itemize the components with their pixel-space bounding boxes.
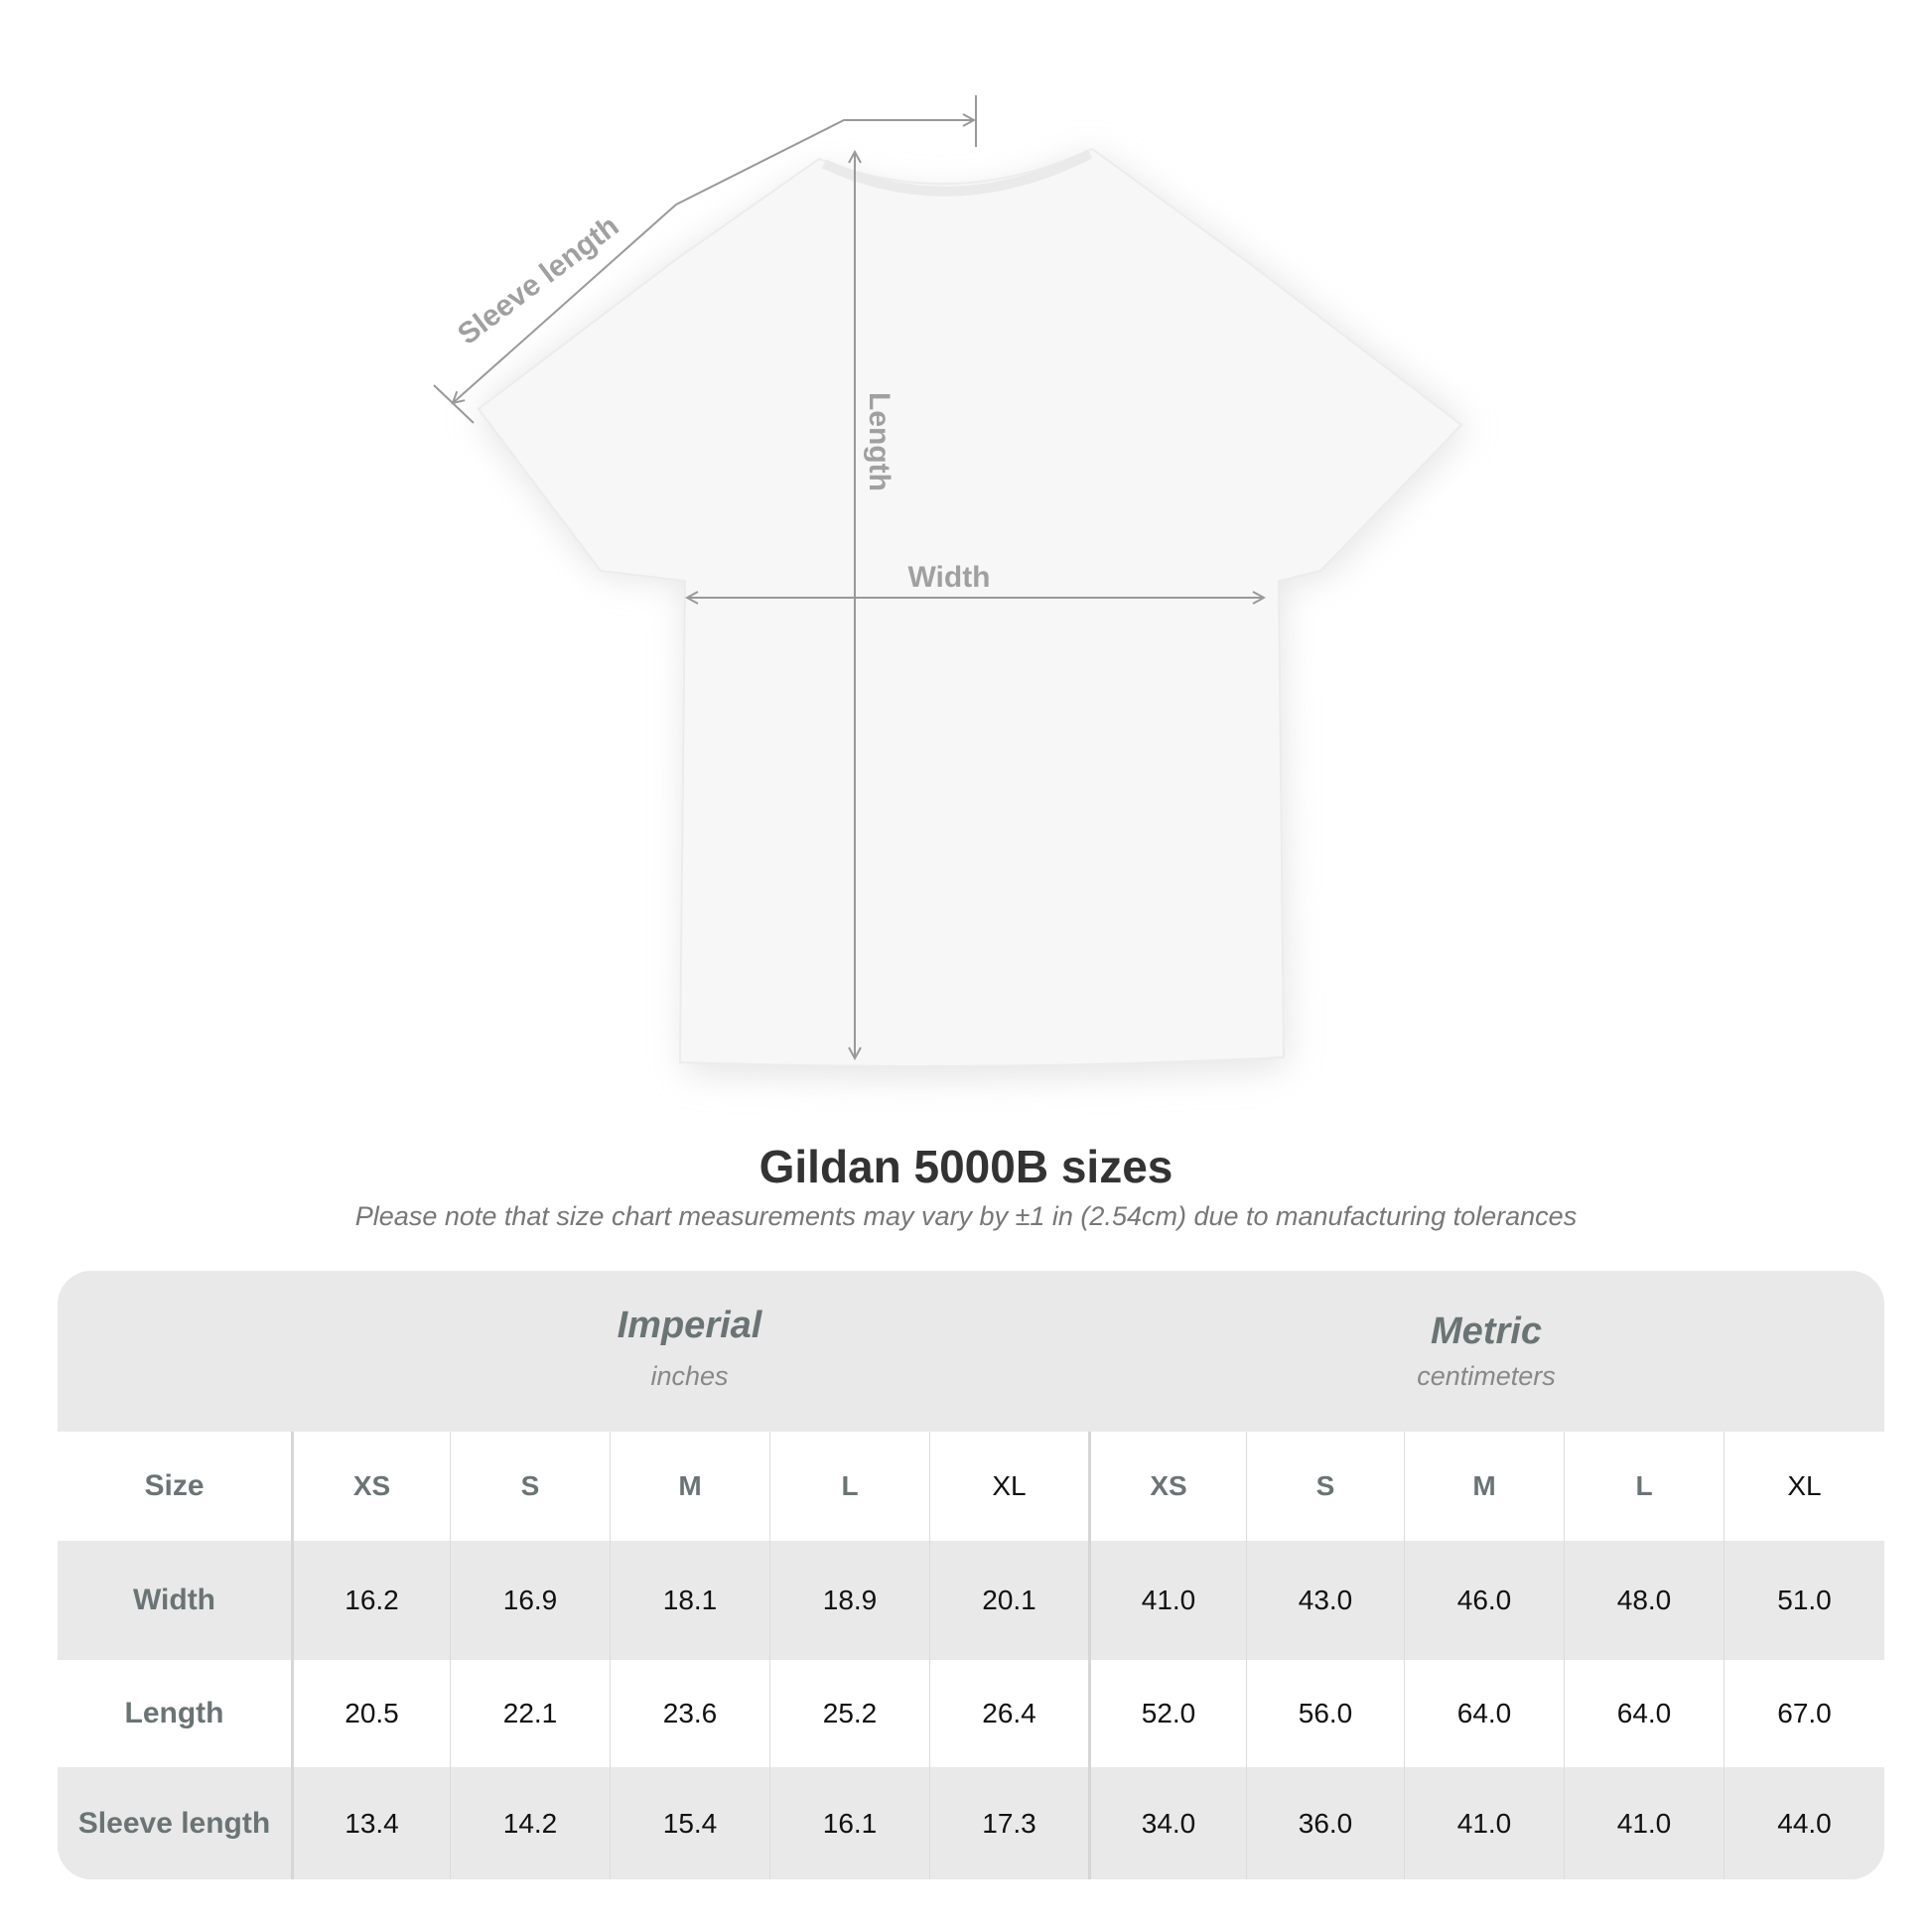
size-header-cell: XS: [291, 1432, 450, 1541]
table-cell: 22.1: [450, 1660, 610, 1767]
table-cell: 56.0: [1246, 1660, 1404, 1767]
table-cell: 18.1: [610, 1541, 769, 1660]
imperial-unit: inches: [650, 1361, 729, 1391]
sleeve-leader-line: [675, 120, 974, 206]
table-cell: 20.5: [291, 1660, 450, 1767]
width-label: Width: [907, 561, 990, 594]
table-cell: 23.6: [610, 1660, 769, 1767]
table-cell: 43.0: [1246, 1541, 1404, 1660]
table-cell: 16.1: [769, 1767, 929, 1879]
metric-unit: centimeters: [1417, 1361, 1556, 1391]
table-cell: 64.0: [1564, 1660, 1724, 1767]
table-cell: 34.0: [1088, 1767, 1246, 1879]
row-label: Sleeve length: [77, 1806, 271, 1840]
table-cell: 41.0: [1564, 1767, 1724, 1879]
size-header-cell: M: [610, 1432, 769, 1541]
size-header-cell: XS: [1088, 1432, 1246, 1541]
table-cell: 16.2: [291, 1541, 450, 1660]
page-title: Gildan 5000B sizes: [759, 1141, 1173, 1192]
table-cell: 13.4: [291, 1767, 450, 1879]
table-cell: 17.3: [929, 1767, 1088, 1879]
table-cell: 26.4: [929, 1660, 1088, 1767]
length-label: Length: [863, 392, 896, 491]
size-header-cell: M: [1404, 1432, 1564, 1541]
metric-title: Metric: [1431, 1311, 1542, 1352]
table-cell: 16.9: [450, 1541, 610, 1660]
table-cell: 41.0: [1088, 1541, 1246, 1660]
size-header-cell: S: [450, 1432, 610, 1541]
size-header-cell: L: [1564, 1432, 1724, 1541]
size-header-cell: XL: [929, 1432, 1088, 1541]
table-cell: 25.2: [769, 1660, 929, 1767]
sleeve-measure-line: [453, 204, 677, 403]
tolerance-note: Please note that size chart measurements…: [354, 1201, 1578, 1231]
metric-header: Metric centimeters: [1088, 1311, 1884, 1392]
size-table: Imperial inches Metric centimeters Size X…: [58, 1271, 1884, 1879]
table-cell: 36.0: [1246, 1767, 1404, 1879]
size-header-cell: L: [769, 1432, 929, 1541]
imperial-title: Imperial: [617, 1305, 762, 1346]
sleeve-tick: [433, 384, 475, 424]
table-row-sleeve-length: Sleeve length 13.4 14.2 15.4 16.1 17.3 34.0 36.…: [58, 1767, 1884, 1879]
table-cell: 15.4: [610, 1767, 769, 1879]
table-cell: 46.0: [1404, 1541, 1564, 1660]
table-cell: 52.0: [1088, 1660, 1246, 1767]
table-cell: 67.0: [1724, 1660, 1884, 1767]
table-cell: 20.1: [929, 1541, 1088, 1660]
table-cell: 44.0: [1724, 1767, 1884, 1879]
table-cell: 51.0: [1724, 1541, 1884, 1660]
tshirt-diagram: Sleeve length Length Width: [433, 95, 1467, 1076]
size-header-cell: S: [1246, 1432, 1404, 1541]
table-cell: 48.0: [1564, 1541, 1724, 1660]
table-cell: 18.9: [769, 1541, 929, 1660]
imperial-header: Imperial inches: [291, 1305, 1088, 1392]
shirt-body: [477, 147, 1463, 1067]
table-cell: 14.2: [450, 1767, 610, 1879]
table-cell: 64.0: [1404, 1660, 1564, 1767]
table-cell: 41.0: [1404, 1767, 1564, 1879]
size-header-row: Size XS S M L XL XS S M L XL: [58, 1432, 1884, 1541]
row-label: Length: [124, 1697, 224, 1729]
table-row-width: Width 16.2 16.9 18.1 18.9 20.1 41.0 43.0 46.0 48.…: [58, 1541, 1884, 1660]
row-label: Width: [132, 1584, 216, 1616]
row-label: Size: [144, 1469, 205, 1502]
unit-header: Imperial inches Metric centimeters: [58, 1271, 1884, 1432]
table-row-length: Length 20.5 22.1 23.6 25.2 26.4 52.0 56.0 64.0 64…: [58, 1660, 1884, 1767]
size-header-cell: XL: [1724, 1432, 1884, 1541]
